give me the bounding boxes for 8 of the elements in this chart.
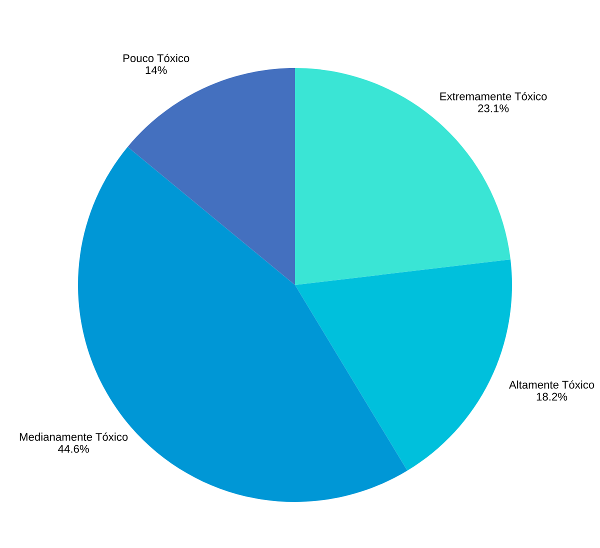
data-label: 23.1% xyxy=(478,104,509,112)
slice-label: Pouco Tóxico xyxy=(123,54,190,62)
slice-label: Extremamente Tóxico xyxy=(440,92,547,100)
slice-label: Altamente Tóxico xyxy=(508,380,594,389)
data-label: 44.6% xyxy=(58,444,89,453)
slice-label: Medianamente Tóxico xyxy=(20,432,128,441)
data-label: 14% xyxy=(146,66,167,74)
data-label: 18.2% xyxy=(536,392,568,401)
